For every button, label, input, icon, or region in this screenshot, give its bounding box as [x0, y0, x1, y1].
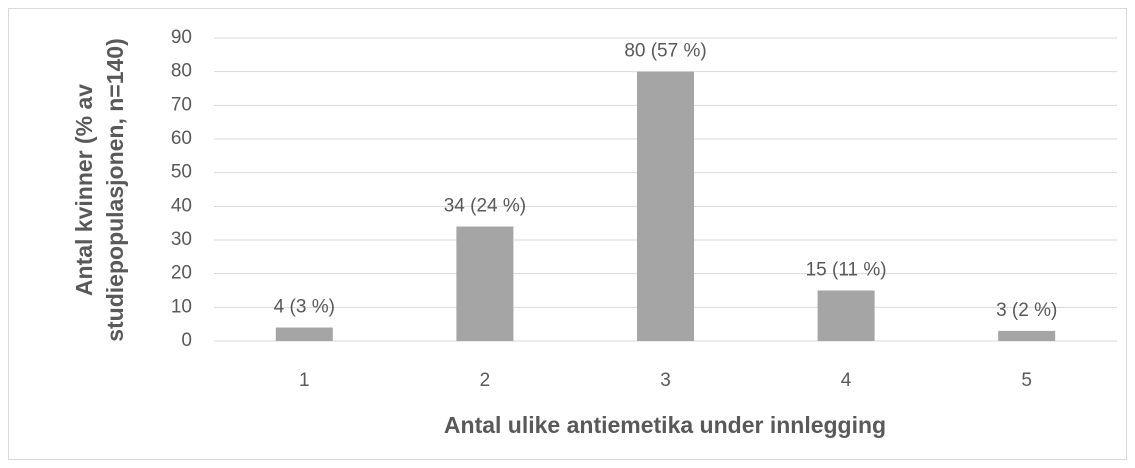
x-tick-label: 2: [480, 370, 491, 391]
y-tick-label: 50: [171, 162, 192, 183]
data-label: 34 (24 %): [444, 196, 526, 217]
bar: [456, 226, 514, 341]
y-tick-label: 0: [181, 330, 192, 351]
x-tick-label: 3: [660, 370, 671, 391]
data-label: 80 (57 %): [624, 41, 706, 62]
data-label: 4 (3 %): [274, 297, 335, 318]
y-tick-label: 60: [171, 128, 192, 149]
y-axis-title: Antal kvinner (% av studiepopulasjonen, …: [71, 38, 128, 342]
y-tick-label: 80: [171, 61, 192, 82]
y-tick-label: 30: [171, 229, 192, 250]
x-tick-label: 4: [841, 370, 852, 391]
x-tick-label: 1: [299, 370, 310, 391]
bar: [998, 330, 1056, 341]
y-tick-label: 90: [171, 27, 192, 48]
bar: [275, 327, 333, 341]
x-tick-label: 5: [1021, 370, 1032, 391]
data-label: 3 (2 %): [996, 300, 1057, 321]
x-axis-title: Antal ulike antiemetika under innlegging: [444, 412, 886, 438]
chart-border: [8, 8, 1127, 460]
y-tick-label: 70: [171, 94, 192, 115]
y-tick-label: 10: [171, 296, 192, 317]
bar: [817, 290, 875, 341]
bar: [637, 71, 694, 342]
data-label: 15 (11 %): [806, 260, 887, 281]
y-tick-label: 20: [171, 263, 192, 284]
y-tick-label: 40: [171, 195, 192, 216]
